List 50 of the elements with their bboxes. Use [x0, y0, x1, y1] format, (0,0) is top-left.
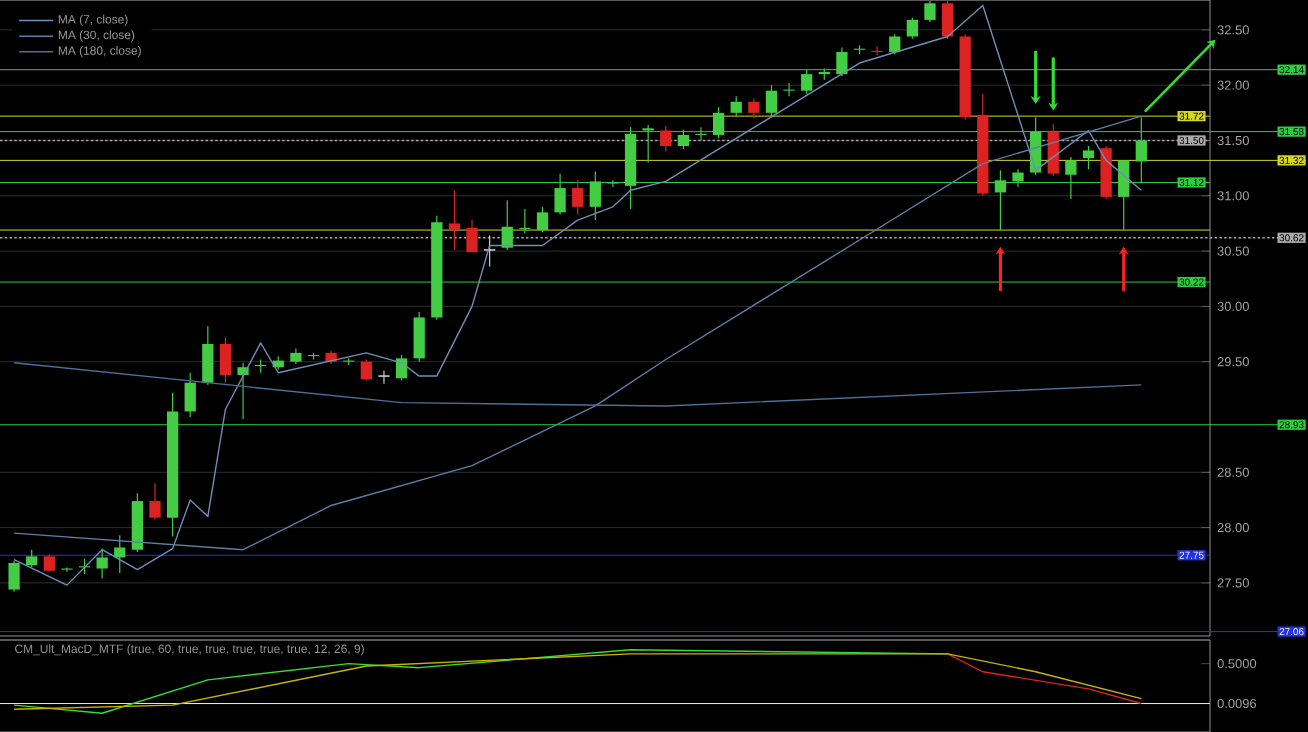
- candlestick: [607, 179, 619, 188]
- candlestick: [519, 208, 531, 234]
- candlestick: [572, 179, 584, 216]
- candlestick: [1012, 168, 1024, 188]
- candlestick: [237, 362, 249, 420]
- candlestick: [836, 46, 848, 77]
- line-series: [13, 4, 1143, 586]
- candlestick: [730, 95, 742, 117]
- candlestick: [1135, 116, 1147, 185]
- candlestick: [783, 82, 795, 97]
- line-series: [13, 115, 1143, 551]
- candlestick: [536, 206, 549, 233]
- candlestick: [219, 336, 232, 384]
- candlestick: [1047, 123, 1059, 177]
- candlestick: [96, 548, 108, 580]
- candlestick: [712, 106, 725, 139]
- candlestick: [695, 126, 707, 142]
- candlestick: [1082, 145, 1095, 170]
- candlestick: [906, 17, 918, 40]
- line-series: [13, 362, 1143, 407]
- candlestick: [501, 199, 513, 251]
- line-series: [13, 653, 1143, 710]
- candlestick: [554, 173, 566, 216]
- candlestick: [994, 169, 1007, 231]
- candlestick: [941, 0, 954, 40]
- candlestick: [377, 369, 391, 385]
- candlestick: [1118, 159, 1130, 231]
- candlestick: [765, 84, 778, 117]
- candlestick: [360, 358, 372, 382]
- line-series: [946, 653, 1143, 705]
- candlestick: [871, 45, 883, 56]
- candlestick: [924, 0, 936, 23]
- candlestick: [660, 125, 672, 153]
- candlestick: [184, 372, 196, 418]
- candlestick: [801, 69, 813, 95]
- candlestick: [889, 33, 901, 55]
- candlestick: [448, 189, 461, 251]
- candlestick: [483, 234, 497, 268]
- candlestick: [642, 124, 654, 164]
- candlestick: [748, 97, 760, 119]
- candlestick: [1065, 156, 1077, 200]
- candlestick: [8, 560, 20, 593]
- candlestick: [202, 325, 214, 386]
- candlestick: [589, 170, 601, 221]
- candlestick: [395, 354, 408, 382]
- candlestick: [149, 482, 161, 521]
- candlestick: [677, 128, 690, 150]
- candlestick: [413, 311, 425, 363]
- candlestick: [61, 566, 73, 573]
- candlestick: [466, 219, 478, 253]
